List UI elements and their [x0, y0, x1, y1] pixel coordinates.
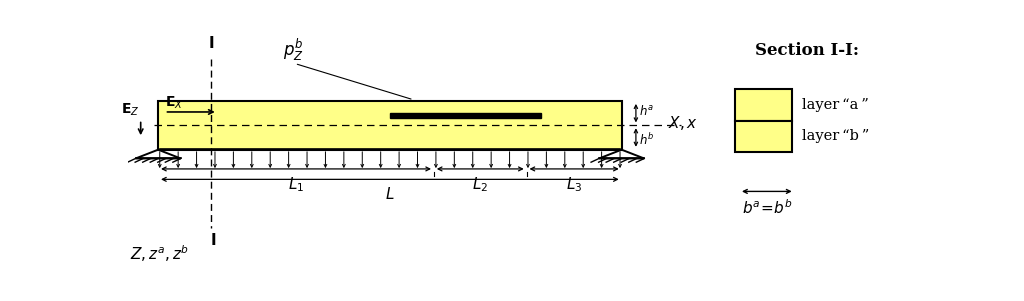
Text: $L_2$: $L_2$: [472, 175, 488, 194]
Text: $L_1$: $L_1$: [288, 175, 304, 194]
Text: $\mathbf{E}_Z$: $\mathbf{E}_Z$: [738, 123, 755, 138]
Bar: [158, 101, 622, 150]
Text: $h^a$: $h^a$: [639, 104, 654, 118]
Text: $X, x$: $X, x$: [668, 114, 697, 132]
Text: $\mathbf{I}$: $\mathbf{I}$: [208, 35, 214, 51]
Text: layer “a ”: layer “a ”: [802, 98, 868, 112]
Text: $L$: $L$: [385, 186, 394, 202]
Text: $L_3$: $L_3$: [566, 175, 583, 194]
Bar: [390, 113, 541, 118]
Text: $p_Z^b$: $p_Z^b$: [283, 37, 303, 63]
Text: $h^b$: $h^b$: [639, 132, 654, 148]
Bar: [735, 89, 793, 121]
Text: Section I-I:: Section I-I:: [755, 42, 858, 59]
Text: $\mathbf{E}_Y$: $\mathbf{E}_Y$: [738, 89, 755, 105]
Text: $\mathbf{E}_Z$: $\mathbf{E}_Z$: [121, 102, 139, 118]
Text: layer “b ”: layer “b ”: [802, 129, 869, 143]
Text: $Z, z^a, z^b$: $Z, z^a, z^b$: [130, 244, 189, 264]
Text: $b^a\!=\!b^b$: $b^a\!=\!b^b$: [741, 198, 793, 217]
Bar: [735, 121, 793, 152]
Text: $\mathbf{I}$: $\mathbf{I}$: [210, 232, 216, 248]
Text: $\mathbf{E}_X$: $\mathbf{E}_X$: [165, 95, 183, 111]
